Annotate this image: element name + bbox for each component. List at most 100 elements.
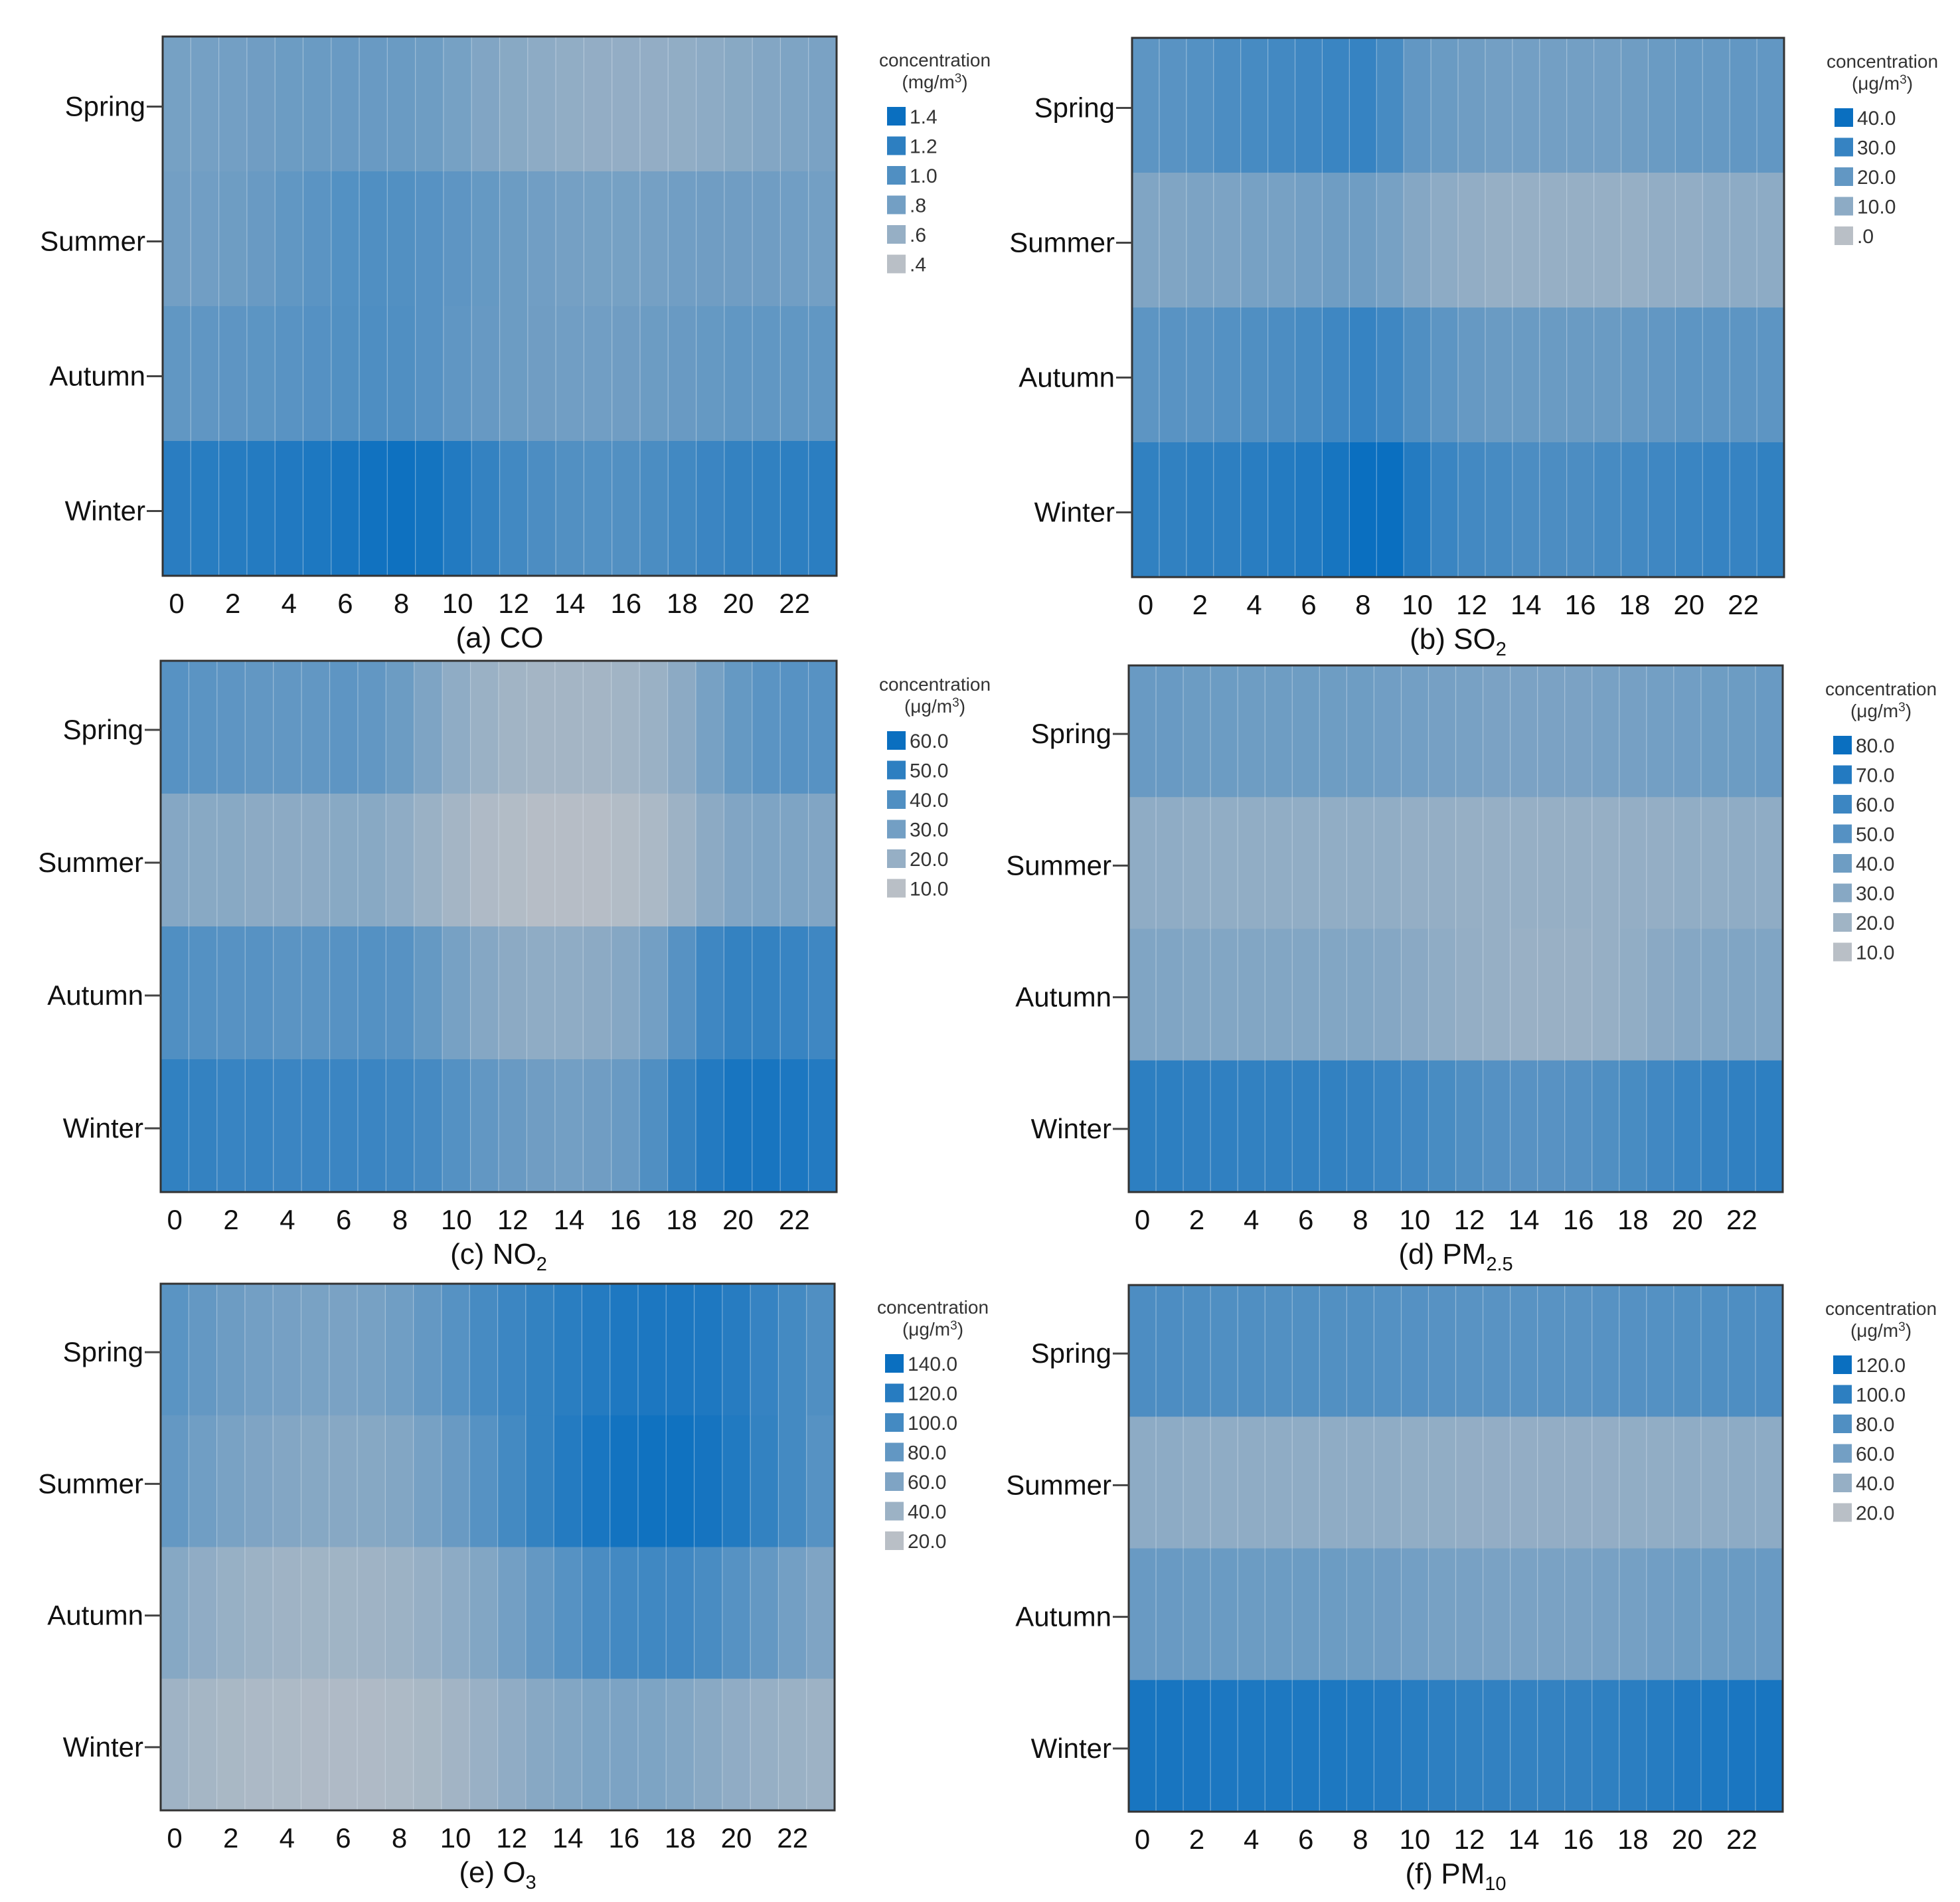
heatmap-cell [1483, 1417, 1511, 1549]
heatmap-cell [610, 1415, 639, 1548]
y-tick-label: Spring [1031, 1338, 1111, 1369]
heatmap-panel-c: Spring Summer Autumn Winter 0 2 4 6 8 10 12 14 16 18 2… [38, 659, 991, 1275]
heatmap-cell [1593, 38, 1622, 173]
heatmap-cell [1349, 173, 1377, 308]
heatmap-cell [1621, 442, 1649, 578]
legend-unit: (mg/m3) [902, 72, 967, 92]
x-tick-label: 10 [1402, 589, 1433, 620]
heatmap-cell [750, 1678, 779, 1811]
heatmap-cell [329, 1059, 359, 1193]
heatmap-cell [1404, 442, 1431, 578]
panel-title-prefix: (a) [456, 622, 500, 654]
heatmap-cell [216, 926, 246, 1060]
x-tick-label: 12 [1456, 589, 1487, 620]
heatmap-cell [163, 441, 191, 576]
heatmap-cell [1376, 38, 1404, 173]
heatmap-cell [1186, 173, 1214, 308]
heatmap-cell [1156, 1417, 1184, 1549]
panel-title: (a) CO [456, 622, 544, 654]
x-tick-label: 0 [167, 1204, 183, 1235]
heatmap-panel-e: Spring Summer Autumn Winter 0 2 4 6 8 10 12 14 16 18 2… [38, 1282, 989, 1893]
heatmap-cell [1728, 1548, 1756, 1681]
heatmap-cell [1265, 1680, 1293, 1812]
heatmap-cell [1374, 797, 1402, 930]
heatmap-cell [1238, 1680, 1266, 1812]
legend-swatch [1833, 736, 1852, 754]
heatmap-cell [780, 171, 809, 307]
heatmap-cell [189, 1415, 218, 1548]
heatmap-cell [218, 306, 248, 442]
heatmap-cell [527, 37, 556, 172]
heatmap-cell [1730, 173, 1757, 308]
heatmap-cell [724, 306, 753, 442]
heatmap-cell [301, 1284, 330, 1416]
x-tick-label: 8 [1352, 1824, 1368, 1855]
x-tick-label: 14 [554, 1204, 585, 1235]
legend-unit-text: (μg/m [904, 696, 952, 717]
heatmap-cell [244, 1547, 274, 1680]
legend-swatch [1835, 167, 1853, 186]
legend-entry-label: 20.0 [908, 1531, 946, 1553]
heatmap-cell [694, 1547, 723, 1680]
heatmap-cell [1159, 307, 1187, 443]
legend-unit-text: ) [957, 1319, 963, 1340]
heatmap-cell [161, 1284, 189, 1416]
heatmap-cell [357, 1678, 386, 1811]
heatmap-cell [1730, 307, 1757, 443]
heatmap-cell [163, 306, 191, 442]
plot-frame [1131, 37, 1785, 578]
y-tick-label: Summer [38, 847, 143, 878]
heatmap-cell [497, 1284, 527, 1416]
heatmap-cell [808, 1059, 837, 1193]
x-tick-label: 0 [1138, 589, 1153, 620]
heatmap-cell [1322, 307, 1350, 443]
x-tick-label: 16 [608, 1822, 639, 1854]
y-tick-label: Autumn [1019, 362, 1115, 393]
x-tick-label: 6 [1301, 589, 1316, 620]
heatmap-cell [303, 441, 332, 576]
heatmap-cell [806, 1284, 835, 1416]
legend-unit: (μg/m3) [1850, 1320, 1912, 1341]
heatmap-cell [1156, 1285, 1184, 1417]
heatmap-cell [1238, 1285, 1266, 1417]
heatmap-cell [1428, 1680, 1457, 1812]
heatmap-cell [1675, 38, 1703, 173]
heatmap-cell [303, 171, 332, 307]
heatmap-cell [1730, 38, 1757, 173]
heatmap-cell [1673, 1285, 1702, 1417]
heatmap-cell [387, 306, 416, 442]
heatmap-cell [1455, 1680, 1484, 1812]
heatmap-cell [1539, 38, 1568, 173]
heatmap-cell [1673, 928, 1702, 1061]
heatmap-cell [499, 171, 529, 307]
panel-title-prefix: (d) [1398, 1238, 1442, 1270]
heatmap-cell [441, 1284, 470, 1416]
heatmap-cell [610, 1284, 639, 1416]
heatmap-cell [415, 37, 444, 172]
x-tick-label: 14 [1509, 1824, 1540, 1855]
heatmap-cell [752, 306, 781, 442]
heatmap-cell [554, 1284, 582, 1416]
heatmap-cell [1319, 1417, 1347, 1549]
heatmap-cell [1265, 1060, 1293, 1193]
heatmap-cell [246, 171, 276, 307]
heatmap-cell [191, 37, 220, 172]
heatmap-cell [499, 661, 528, 794]
heatmap-cell [1700, 797, 1729, 930]
heatmap-cell [525, 1415, 554, 1548]
heatmap-cell [1183, 665, 1211, 798]
heatmap-cell [1347, 1285, 1374, 1417]
heatmap-cell [1292, 1680, 1320, 1812]
y-tick-label: Summer [38, 1468, 143, 1499]
heatmap-cell [161, 1059, 190, 1193]
heatmap-cell [161, 1547, 189, 1680]
heatmap-cell [413, 1284, 442, 1416]
heatmap-cell [442, 926, 471, 1060]
heatmap-cell [1728, 1680, 1756, 1812]
heatmap-cell [1322, 38, 1350, 173]
heatmap-cell [724, 1059, 753, 1193]
x-tick-label: 20 [721, 1822, 752, 1854]
heatmap-cell [415, 441, 444, 576]
